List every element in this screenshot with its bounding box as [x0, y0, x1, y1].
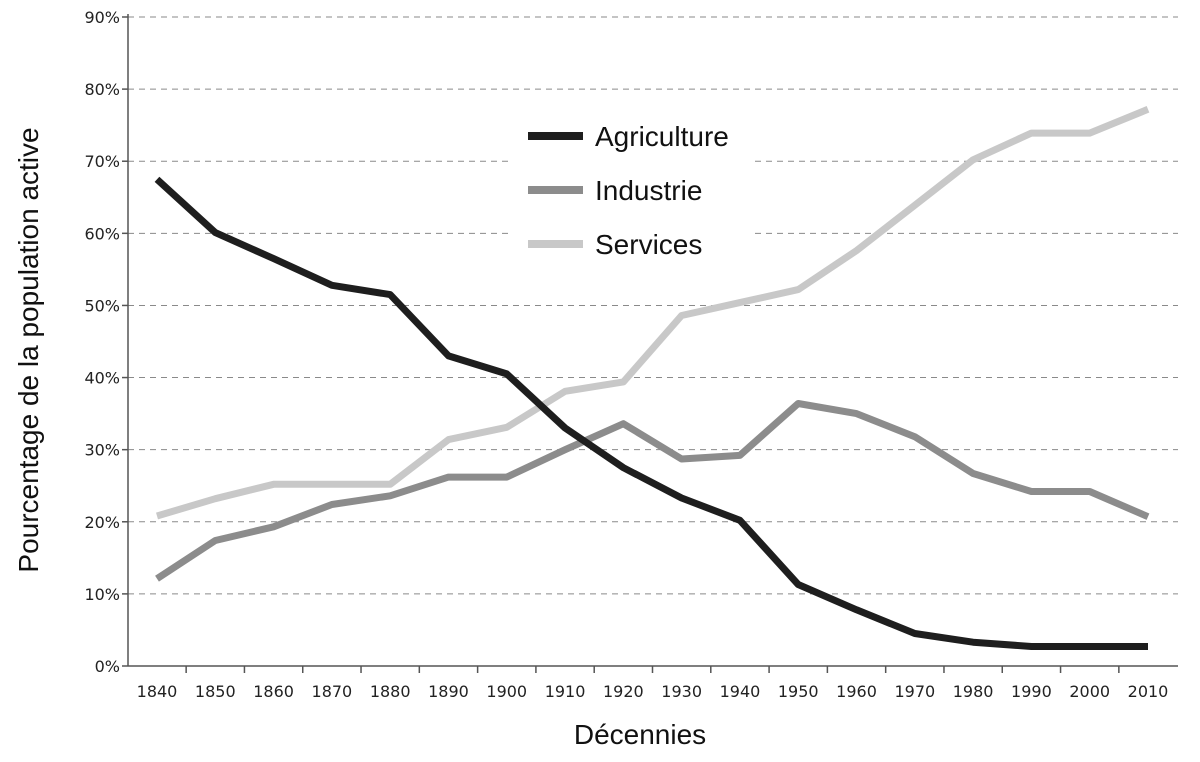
y-tick-label: 10%	[84, 585, 120, 604]
x-tick-label: 1940	[720, 682, 761, 701]
gridlines	[122, 16, 1178, 673]
legend: Agriculture Industrie Services	[512, 110, 752, 270]
x-tick-label: 1860	[253, 682, 294, 701]
x-tick-label: 1870	[312, 682, 353, 701]
x-tick-label: 1950	[778, 682, 819, 701]
x-tick-label: 1840	[137, 682, 178, 701]
x-axis-title: Décennies	[574, 719, 706, 750]
x-tick-label: 1930	[661, 682, 702, 701]
series-line-services	[156, 106, 1150, 520]
y-axis-title: Pourcentage de la population active	[13, 127, 44, 572]
y-tick-labels: 0% 10% 20% 30% 40% 50% 60% 70% 80% 90%	[84, 8, 120, 676]
x-tick-label: 1970	[894, 682, 935, 701]
y-tick-label: 30%	[84, 441, 120, 460]
x-tick-label: 1990	[1011, 682, 1052, 701]
y-tick-label: 40%	[84, 369, 120, 388]
series-line-industrie	[155, 400, 1150, 582]
x-tick-label: 1910	[545, 682, 586, 701]
y-tick-label: 0%	[95, 657, 120, 676]
x-tick-label: 1900	[486, 682, 527, 701]
x-tick-label: 1980	[953, 682, 994, 701]
series-line-agriculture	[154, 176, 1148, 650]
y-tick-label: 20%	[84, 513, 120, 532]
y-tick-label: 50%	[84, 296, 120, 315]
legend-label-services: Services	[595, 229, 702, 260]
x-tick-labels: 1840 1850 1860 1870 1880 1890 1900 1910 1920 1930…	[137, 682, 1169, 701]
y-tick-label: 80%	[84, 80, 120, 99]
y-tick-label: 90%	[84, 8, 120, 27]
x-tick-label: 1850	[195, 682, 236, 701]
axes	[127, 14, 1178, 667]
legend-label-agriculture: Agriculture	[595, 121, 729, 152]
x-tick-label: 1880	[370, 682, 411, 701]
legend-label-industrie: Industrie	[595, 175, 702, 206]
x-tick-label: 1890	[428, 682, 469, 701]
x-tick-label: 2010	[1128, 682, 1169, 701]
x-tick-label: 1920	[603, 682, 644, 701]
y-tick-label: 70%	[84, 152, 120, 171]
y-tick-label: 60%	[84, 224, 120, 243]
x-tick-label: 2000	[1069, 682, 1110, 701]
series-lines	[154, 106, 1150, 650]
x-tick-label: 1960	[836, 682, 877, 701]
